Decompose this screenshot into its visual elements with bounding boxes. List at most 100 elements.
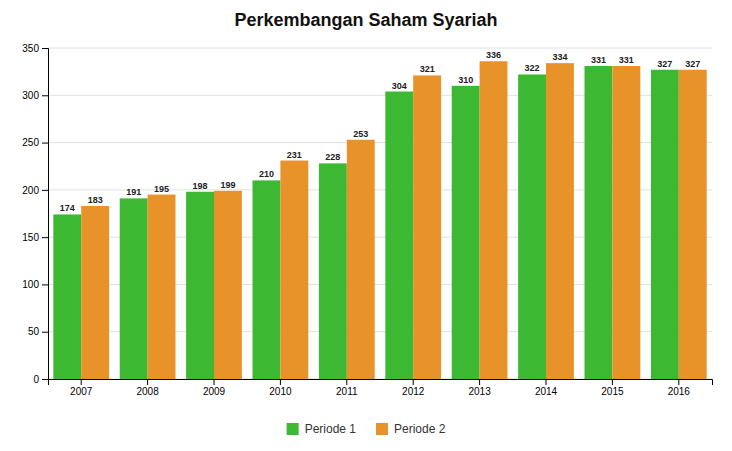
plot: 0 50 100 150 200 250 300 350 2007 2008 2009 2010 201… (22, 43, 712, 397)
data-label: 327 (685, 59, 700, 69)
tick: 300 (22, 90, 48, 101)
bar (413, 75, 441, 379)
tick: 2012 (402, 379, 425, 397)
tick: 0 (33, 374, 48, 385)
bar (53, 214, 81, 379)
tick: 2015 (601, 379, 624, 397)
bars (53, 61, 706, 379)
bar (385, 92, 413, 379)
tick-label: 2008 (136, 386, 159, 397)
tick-mark (42, 379, 48, 380)
data-label: 253 (353, 129, 368, 139)
bar (452, 86, 480, 379)
axis-line (42, 49, 49, 380)
bar (148, 195, 176, 379)
data-label: 199 (220, 180, 235, 190)
tick-mark (678, 379, 679, 385)
tick-mark (42, 190, 48, 191)
tick: 2014 (535, 379, 558, 397)
tick: 2008 (136, 379, 159, 397)
bar (480, 61, 508, 379)
tick-mark (214, 379, 215, 385)
tick-label: 150 (22, 232, 39, 243)
tick: 200 (22, 185, 48, 196)
tick-label: 2011 (336, 386, 358, 397)
tick: 2013 (468, 379, 491, 397)
axis-line (49, 380, 713, 386)
tick-mark (346, 379, 347, 385)
tick-mark (42, 143, 48, 144)
tick-label: 2010 (269, 386, 292, 397)
data-label: 304 (392, 81, 407, 91)
data-label: 183 (88, 195, 103, 205)
tick-label: 350 (22, 43, 39, 54)
tick: 350 (22, 43, 48, 54)
tick-label: 2012 (402, 386, 425, 397)
bar (518, 74, 546, 379)
tick-label: 2016 (668, 386, 691, 397)
grid (48, 48, 712, 379)
bar (585, 66, 613, 379)
data-label: 334 (552, 52, 567, 62)
tick-mark (42, 332, 48, 333)
tick-mark (612, 379, 613, 385)
data-label: 228 (325, 152, 340, 162)
tick: 100 (22, 279, 48, 290)
data-label: 322 (525, 63, 540, 73)
tick-label: 100 (22, 279, 39, 290)
tick-label: 2007 (70, 386, 93, 397)
tick-mark (147, 379, 148, 385)
tick-mark (479, 379, 480, 385)
tick: 2009 (203, 379, 226, 397)
bar (214, 191, 242, 379)
tick-label: 2009 (203, 386, 226, 397)
data-label: 327 (657, 59, 672, 69)
tick-label: 250 (22, 137, 39, 148)
tick: 2007 (70, 379, 93, 397)
tick-label: 0 (33, 374, 39, 385)
data-label: 231 (287, 150, 302, 160)
bar (319, 163, 347, 379)
tick-mark (42, 237, 48, 238)
data-label: 198 (193, 181, 208, 191)
data-label: 210 (259, 169, 274, 179)
tick-label: 50 (28, 326, 40, 337)
legend-swatch (287, 423, 299, 435)
data-label: 310 (458, 75, 473, 85)
legend-swatch (376, 423, 388, 435)
tick-label: 200 (22, 185, 39, 196)
bar (81, 206, 109, 379)
bar (186, 192, 214, 379)
grid-line (48, 48, 712, 49)
tick-mark (546, 379, 547, 385)
chart: 0 50 100 150 200 250 300 350 2007 2008 2009 2010 201… (0, 0, 732, 451)
tick-label: 2013 (468, 386, 491, 397)
legend-item: Periode 2 (376, 422, 446, 436)
tick: 150 (22, 232, 48, 243)
tick: 2011 (336, 379, 358, 397)
legend-label: Periode 1 (305, 422, 357, 436)
bar (612, 66, 640, 379)
bar (347, 140, 375, 379)
tick: 2010 (269, 379, 292, 397)
bar (679, 70, 707, 379)
tick-mark (413, 379, 414, 385)
tick-mark (42, 95, 48, 96)
tick: 50 (28, 326, 48, 337)
tick-label: 2014 (535, 386, 558, 397)
data-label: 174 (60, 203, 75, 213)
tick-mark (280, 379, 281, 385)
tick-label: 300 (22, 90, 39, 101)
title: Perkembangan Saham Syariah (234, 10, 497, 30)
bar (546, 63, 574, 379)
bar (120, 198, 148, 379)
y-axis: 0 50 100 150 200 250 300 350 (22, 43, 48, 385)
tick-label: 2015 (601, 386, 624, 397)
tick-mark (42, 284, 48, 285)
tick: 250 (22, 137, 48, 148)
tick-mark (42, 48, 48, 49)
legend: Periode 1 Periode 2 (287, 422, 446, 436)
bar (253, 180, 281, 379)
bar (651, 70, 679, 379)
data-label: 331 (619, 55, 634, 65)
